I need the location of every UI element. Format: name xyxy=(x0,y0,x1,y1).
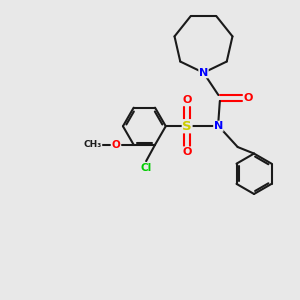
Text: N: N xyxy=(214,121,223,131)
Text: N: N xyxy=(199,68,208,78)
Text: O: O xyxy=(182,147,192,157)
Text: O: O xyxy=(182,95,192,105)
Text: S: S xyxy=(182,120,192,133)
Text: O: O xyxy=(244,93,254,103)
Text: Cl: Cl xyxy=(140,163,152,172)
Text: CH₃: CH₃ xyxy=(83,140,102,149)
Text: O: O xyxy=(111,140,120,150)
